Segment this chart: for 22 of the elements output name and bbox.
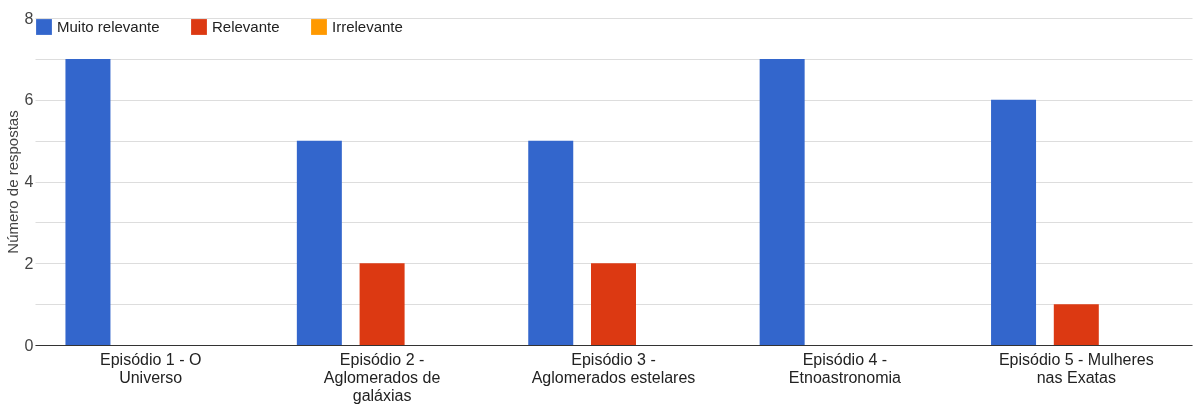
y-tick-label: 2 (24, 254, 34, 272)
bar (759, 58, 805, 345)
bar (1053, 304, 1099, 345)
legend-label: Irrelevante (332, 18, 403, 35)
bar (65, 58, 111, 345)
y-tick-label: 4 (24, 173, 34, 190)
x-tick-label: Episódio 4 - Etnoastronomia (788, 350, 902, 386)
bar (296, 140, 342, 345)
legend-label: Relevante (212, 18, 280, 35)
y-tick-label: 8 (24, 9, 34, 27)
bar (991, 99, 1037, 345)
x-tick-label: Episódio 2 - Aglomerados de galáxias (323, 350, 441, 404)
y-tick-label: 6 (24, 91, 34, 109)
y-tick-label: 0 (24, 336, 34, 354)
y-axis-title: Número de respostas (3, 110, 21, 254)
x-tick-label: Episódio 3 - Aglomerados estelares (531, 350, 696, 386)
bar (359, 263, 405, 345)
bar (591, 263, 636, 345)
x-tick-label: Episódio 5 - Mulheres nas Exatas (998, 350, 1154, 386)
legend-label: Muito relevante (57, 18, 160, 35)
bar (528, 140, 574, 345)
x-tick-label: Episódio 1 - O Universo (100, 350, 202, 386)
